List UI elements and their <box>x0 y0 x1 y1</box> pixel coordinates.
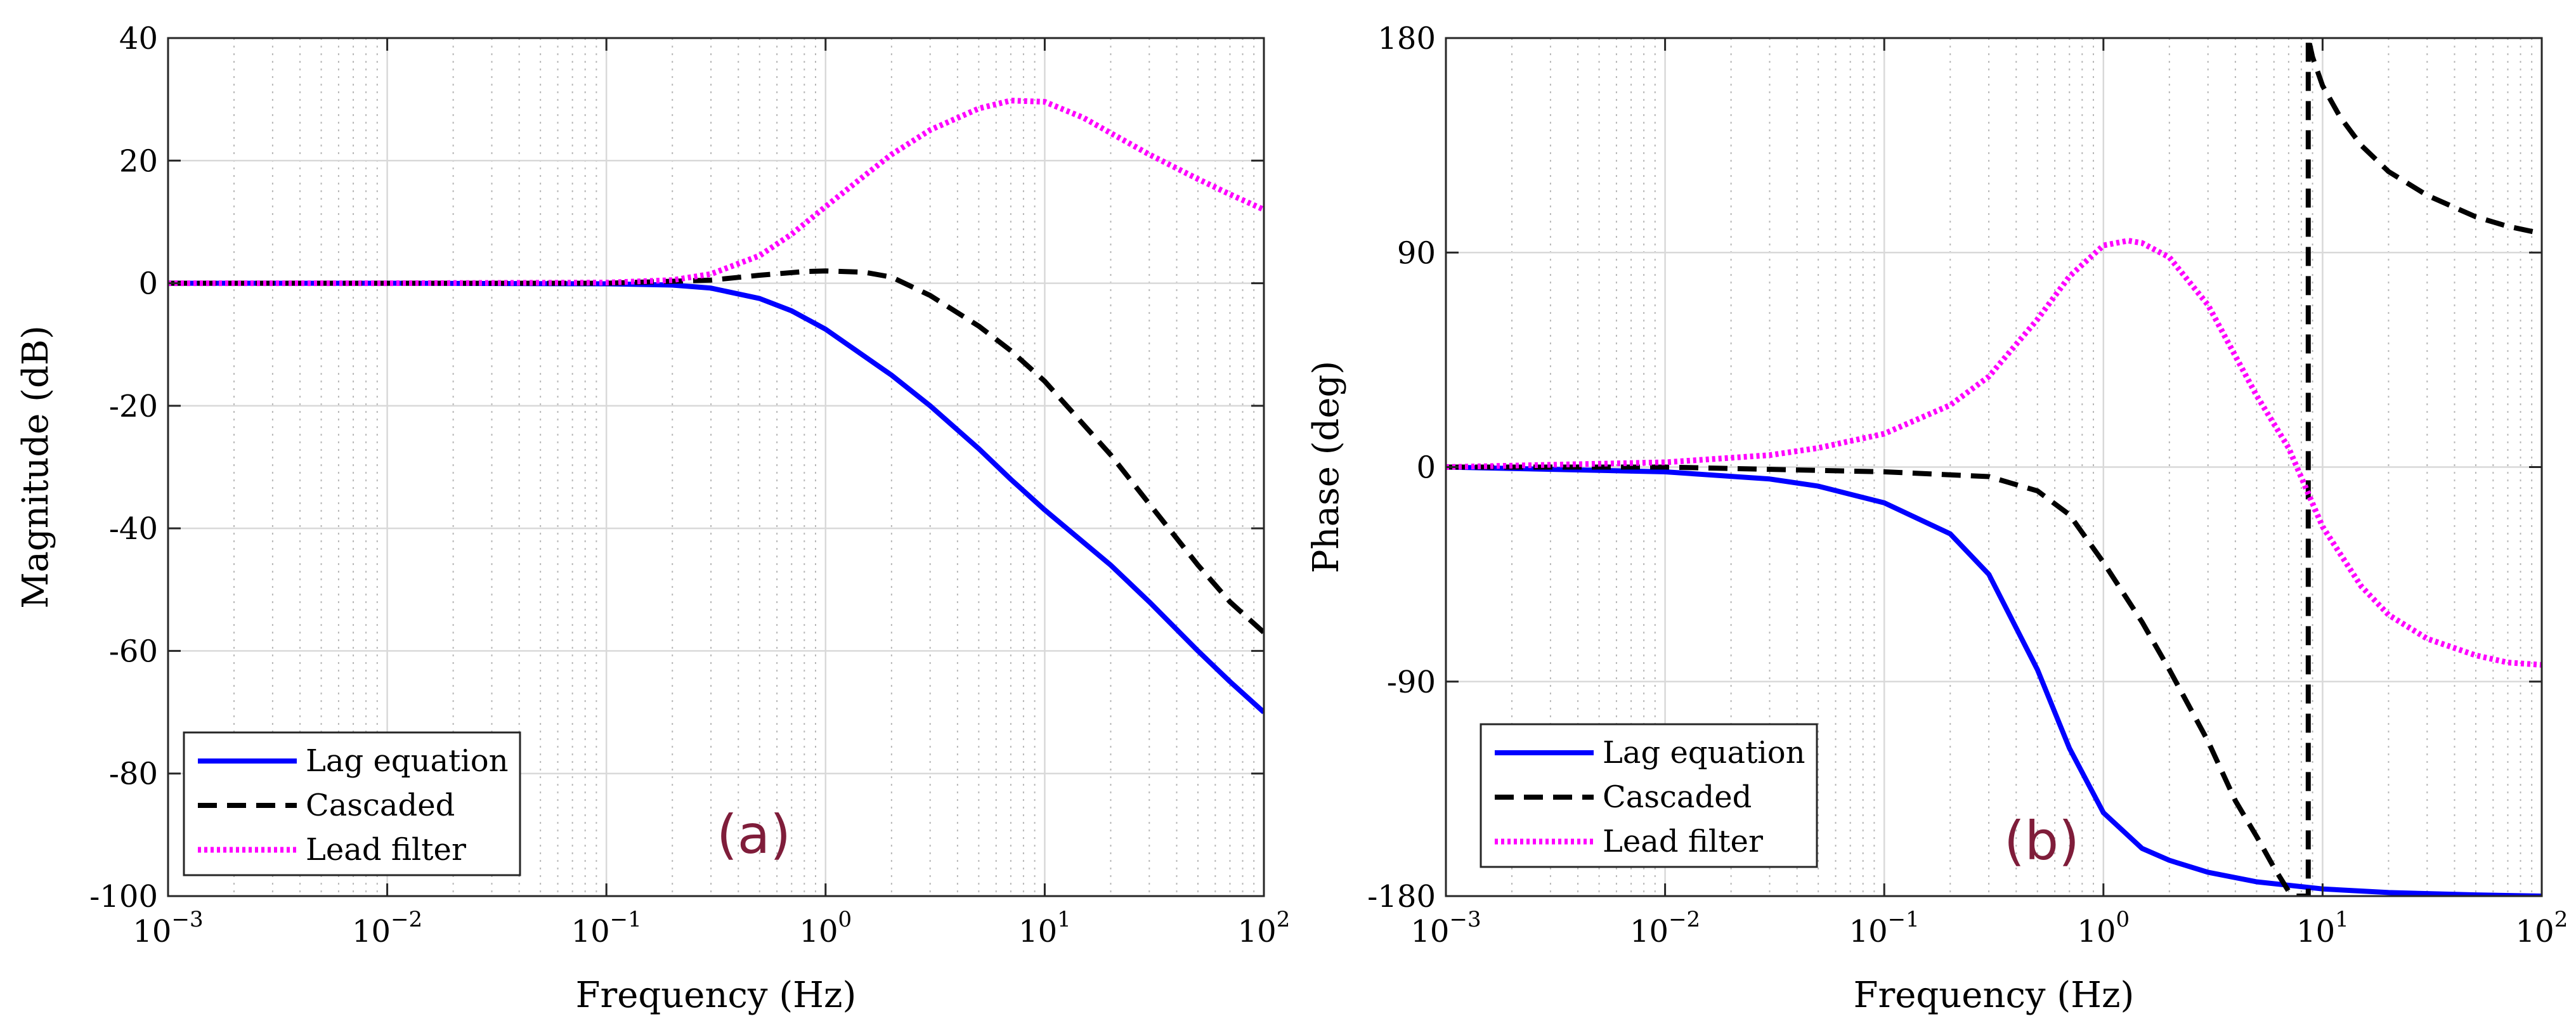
x-tick-label-exponent: 2 <box>1277 907 1291 932</box>
panel-label: (b) <box>2004 810 2079 872</box>
x-tick-label: 102 <box>1238 907 1291 949</box>
x-tick-label-exponent: −2 <box>391 907 422 932</box>
x-tick-label: 10−1 <box>571 907 642 949</box>
panel-b: 10−3 10−2 10−1 100 101 102-180-90090180Freque… <box>1306 21 2568 1016</box>
legend-entry-label: Lead filter <box>1603 824 1763 859</box>
axes-box <box>167 37 1265 897</box>
x-tick-label-exponent: −1 <box>610 907 642 932</box>
x-tick-label: 102 <box>2516 907 2568 949</box>
x-tick-label-base: 10 <box>2516 914 2554 949</box>
y-tick-label: 0 <box>138 266 158 302</box>
x-tick-label-exponent: −1 <box>1888 907 1920 932</box>
y-tick-label: 0 <box>1416 450 1436 486</box>
y-tick-label: -90 <box>1387 665 1436 700</box>
x-tick-label-base: 10 <box>1630 914 1669 949</box>
x-tick-label-base: 10 <box>1018 914 1057 949</box>
x-tick-label: 10−2 <box>1630 907 1700 949</box>
y-tick-label: -100 <box>89 879 158 914</box>
x-tick-label: 101 <box>1018 907 1071 949</box>
y-tick-label: -20 <box>109 389 158 424</box>
ticks <box>1445 37 2543 897</box>
series-line-cascaded <box>1446 38 2542 896</box>
x-tick-label-base: 10 <box>571 914 610 949</box>
legend-entry-label: Cascaded <box>1603 779 1752 815</box>
x-tick-label: 100 <box>2077 907 2130 949</box>
series-group <box>1446 38 2542 896</box>
legend: Lag equation Cascaded Lead filter <box>183 731 521 876</box>
y-tick-label: -180 <box>1367 879 1436 914</box>
x-tick-label-base: 10 <box>2077 914 2116 949</box>
x-tick-label-base: 10 <box>1410 914 1449 949</box>
y-tick-label: 40 <box>119 21 158 56</box>
x-tick-label-base: 10 <box>1849 914 1888 949</box>
y-tick-label: 90 <box>1397 235 1436 271</box>
x-tick-label-base: 10 <box>133 914 171 949</box>
y-tick-label: 180 <box>1377 21 1436 56</box>
series-line-lag-equation <box>168 280 1264 715</box>
x-tick-label-exponent: 1 <box>2335 907 2349 932</box>
series-group <box>168 98 1264 715</box>
x-axis-label: Frequency (Hz) <box>1854 975 2135 1016</box>
x-tick-label: 100 <box>799 907 852 949</box>
x-tick-label-exponent: 0 <box>838 907 852 932</box>
x-tick-label-base: 10 <box>2296 914 2335 949</box>
y-tick-label: -80 <box>109 757 158 792</box>
x-tick-label-exponent: −3 <box>171 907 203 932</box>
x-tick-label-base: 10 <box>352 914 391 949</box>
x-tick-label-base: 10 <box>1238 914 1277 949</box>
x-tick-label: 10−3 <box>133 907 203 949</box>
x-tick-label: 10−2 <box>352 907 422 949</box>
series-line-lag-equation <box>1446 464 2542 896</box>
y-axis-label: Magnitude (dB) <box>15 325 56 609</box>
panel-label: (a) <box>717 804 791 866</box>
legend-entry-label: Lead filter <box>306 832 466 868</box>
series-line-cascaded <box>168 268 1264 635</box>
legend-entry-label: Lag equation <box>306 743 509 779</box>
ticks <box>167 37 1265 897</box>
x-tick-label-exponent: 0 <box>2116 907 2130 932</box>
x-tick-label-base: 10 <box>799 914 838 949</box>
x-tick-label-exponent: 2 <box>2554 907 2568 932</box>
y-tick-label: -60 <box>109 634 158 669</box>
y-axis-label: Phase (deg) <box>1306 361 1347 573</box>
panel-a: 10−3 10−2 10−1 100 101 102-100-80-60-40-20020… <box>15 21 1290 1016</box>
legend: Lag equation Cascaded Lead filter <box>1480 723 1818 868</box>
x-tick-label-exponent: 1 <box>1057 907 1071 932</box>
x-tick-label-exponent: −3 <box>1449 907 1481 932</box>
x-tick-label-exponent: −2 <box>1669 907 1700 932</box>
x-tick-label: 10−3 <box>1410 907 1481 949</box>
legend-entry-label: Lag equation <box>1603 735 1805 771</box>
x-axis-label: Frequency (Hz) <box>576 975 857 1016</box>
y-tick-label: 20 <box>119 143 158 179</box>
x-tick-label: 101 <box>2296 907 2349 949</box>
y-tick-label: -40 <box>109 511 158 547</box>
x-tick-label: 10−1 <box>1849 907 1920 949</box>
legend-entry-label: Cascaded <box>306 788 455 823</box>
